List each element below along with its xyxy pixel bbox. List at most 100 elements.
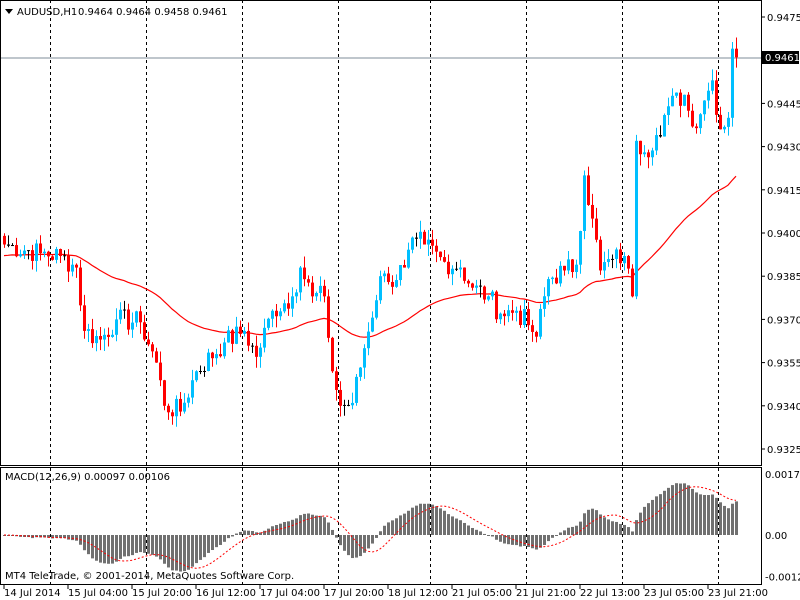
candle-body	[459, 267, 462, 270]
candle	[623, 252, 626, 271]
candle	[3, 233, 6, 248]
candle-body	[695, 126, 698, 129]
candle-body	[503, 313, 506, 317]
candle	[211, 351, 214, 367]
candle	[7, 235, 10, 248]
candle-body	[587, 175, 590, 205]
candle-body	[523, 309, 526, 326]
candle-body	[615, 249, 618, 259]
current-price-label: 0.9461	[765, 53, 800, 64]
candle	[319, 276, 322, 302]
candle-body	[491, 291, 494, 297]
macd-bar	[595, 510, 598, 535]
macd-bar	[451, 516, 454, 535]
macd-bar	[87, 535, 90, 555]
candle	[183, 393, 186, 414]
candle-body	[671, 95, 674, 107]
candle	[651, 147, 654, 166]
macd-bar	[331, 529, 334, 535]
candle-body	[395, 280, 398, 287]
macd-bar	[507, 535, 510, 545]
candle-body	[591, 204, 594, 219]
macd-bar	[455, 518, 458, 535]
candle-body	[111, 334, 114, 337]
candle-body	[663, 115, 666, 137]
candle	[647, 149, 650, 169]
macd-bar	[391, 520, 394, 535]
candle-body	[639, 140, 642, 155]
macd-bar	[355, 535, 358, 558]
macd-bar	[623, 524, 626, 535]
candle-body	[87, 329, 90, 331]
macd-bar	[551, 535, 554, 538]
candle-body	[27, 250, 30, 252]
candle	[415, 232, 418, 247]
candle-body	[163, 380, 166, 406]
macd-bar	[723, 505, 726, 535]
candle-body	[75, 264, 78, 268]
candle	[247, 322, 250, 352]
candle-body	[227, 330, 230, 343]
candle	[227, 325, 230, 343]
candle	[47, 250, 50, 267]
candle	[287, 292, 290, 316]
candle-body	[371, 317, 374, 332]
candle-body	[563, 265, 566, 271]
candle-body	[247, 330, 250, 346]
candle	[31, 244, 34, 270]
macd-bar	[575, 525, 578, 535]
macd-bar	[191, 535, 194, 567]
macd-bar	[203, 535, 206, 558]
macd-bar	[447, 514, 450, 535]
candle	[607, 249, 610, 267]
macd-bar	[483, 533, 486, 535]
candle-body	[483, 286, 486, 300]
candle-body	[243, 330, 246, 334]
candle-body	[231, 330, 234, 344]
macd-bar	[383, 525, 386, 535]
collapse-triangle-icon[interactable]	[5, 9, 13, 14]
macd-bar	[475, 529, 478, 535]
macd-bar	[427, 503, 430, 535]
candle	[215, 348, 218, 365]
candle-body	[59, 248, 62, 257]
candle-body	[303, 267, 306, 280]
candle	[599, 236, 602, 275]
candle	[423, 229, 426, 245]
candle-body	[467, 280, 470, 284]
candle-body	[235, 326, 238, 344]
macd-bar	[251, 531, 254, 535]
x-tick-label: 22 Jul 13:00	[580, 588, 640, 599]
candle-body	[495, 291, 498, 320]
candle-body	[735, 48, 738, 58]
macd-bar	[671, 485, 674, 535]
candle-body	[383, 273, 386, 277]
x-tick-label: 17 Jul 20:00	[324, 588, 384, 599]
candle	[431, 229, 434, 255]
candle	[519, 305, 522, 328]
candle	[115, 308, 118, 342]
candle-body	[583, 175, 586, 231]
macd-bar	[615, 521, 618, 535]
x-tick-label: 21 Jul 21:00	[516, 588, 576, 599]
candle-body	[107, 334, 110, 337]
candle	[271, 309, 274, 328]
candle-body	[619, 249, 622, 264]
candle	[79, 259, 82, 312]
candle	[531, 319, 534, 342]
macd-bar	[407, 510, 410, 535]
x-tick-label: 14 Jul 2014	[4, 588, 61, 599]
candle	[683, 94, 686, 107]
macd-bar	[71, 535, 74, 541]
candle-body	[91, 329, 94, 344]
macd-bar	[55, 535, 58, 538]
candle	[671, 88, 674, 107]
macd-bar	[347, 535, 350, 556]
candle	[95, 330, 98, 352]
candle	[263, 318, 266, 353]
macd-bar	[635, 520, 638, 535]
candle-body	[187, 397, 190, 403]
candle-body	[291, 296, 294, 309]
candle	[535, 330, 538, 343]
macd-bar	[479, 531, 482, 535]
